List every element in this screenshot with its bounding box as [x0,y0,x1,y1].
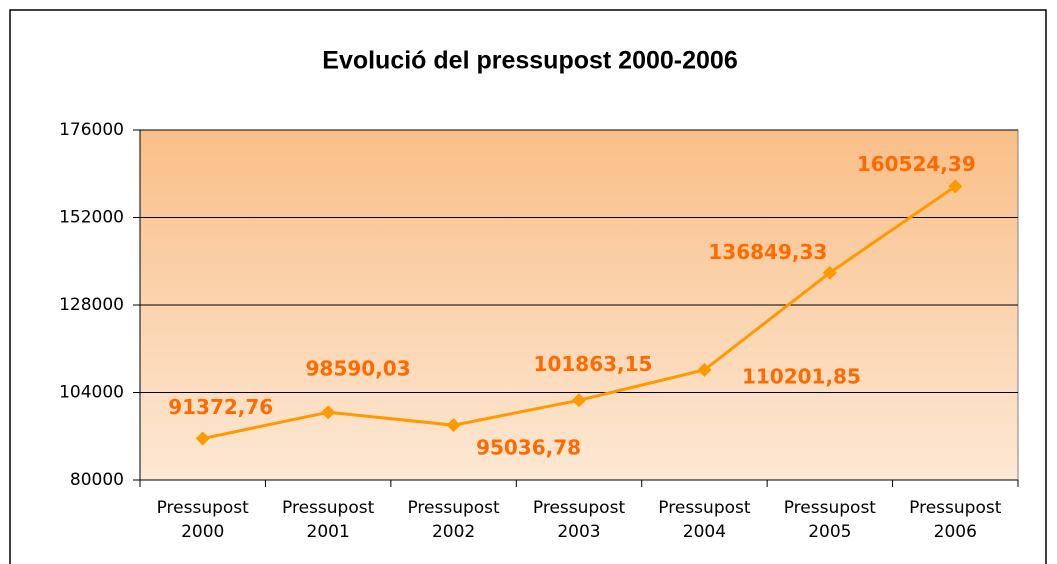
y-tick-label: 176000 [59,120,124,140]
data-label: 91372,76 [168,395,273,419]
x-tick-label: Pressupost 2001 [282,498,375,542]
x-tick-label: Pressupost 2005 [784,498,877,542]
y-tick-label: 104000 [59,383,124,403]
data-label: 101863,15 [534,352,653,376]
y-tick-label: 80000 [70,470,124,490]
y-tick-label: 152000 [59,208,124,228]
marker [195,431,210,446]
x-tick-label: Pressupost 2004 [658,498,751,542]
marker [697,362,712,377]
marker [321,405,336,420]
data-label: 136849,33 [708,240,827,264]
data-label: 160524,39 [857,152,976,176]
marker [822,265,837,280]
data-label: 110201,85 [742,364,861,388]
marker [948,179,963,194]
marker [572,393,586,408]
x-tick-label: Pressupost 2000 [157,498,250,542]
x-tick-label: Pressupost 2003 [533,498,626,542]
marker [446,418,461,433]
x-tick-label: Pressupost 2006 [909,498,1002,542]
data-label: 98590,03 [306,357,411,381]
x-tick-label: Pressupost 2002 [407,498,500,542]
data-label: 95036,78 [476,436,581,460]
chart-title: Evolució del pressupost 2000-2006 [322,47,737,75]
y-tick-label: 128000 [59,295,124,315]
